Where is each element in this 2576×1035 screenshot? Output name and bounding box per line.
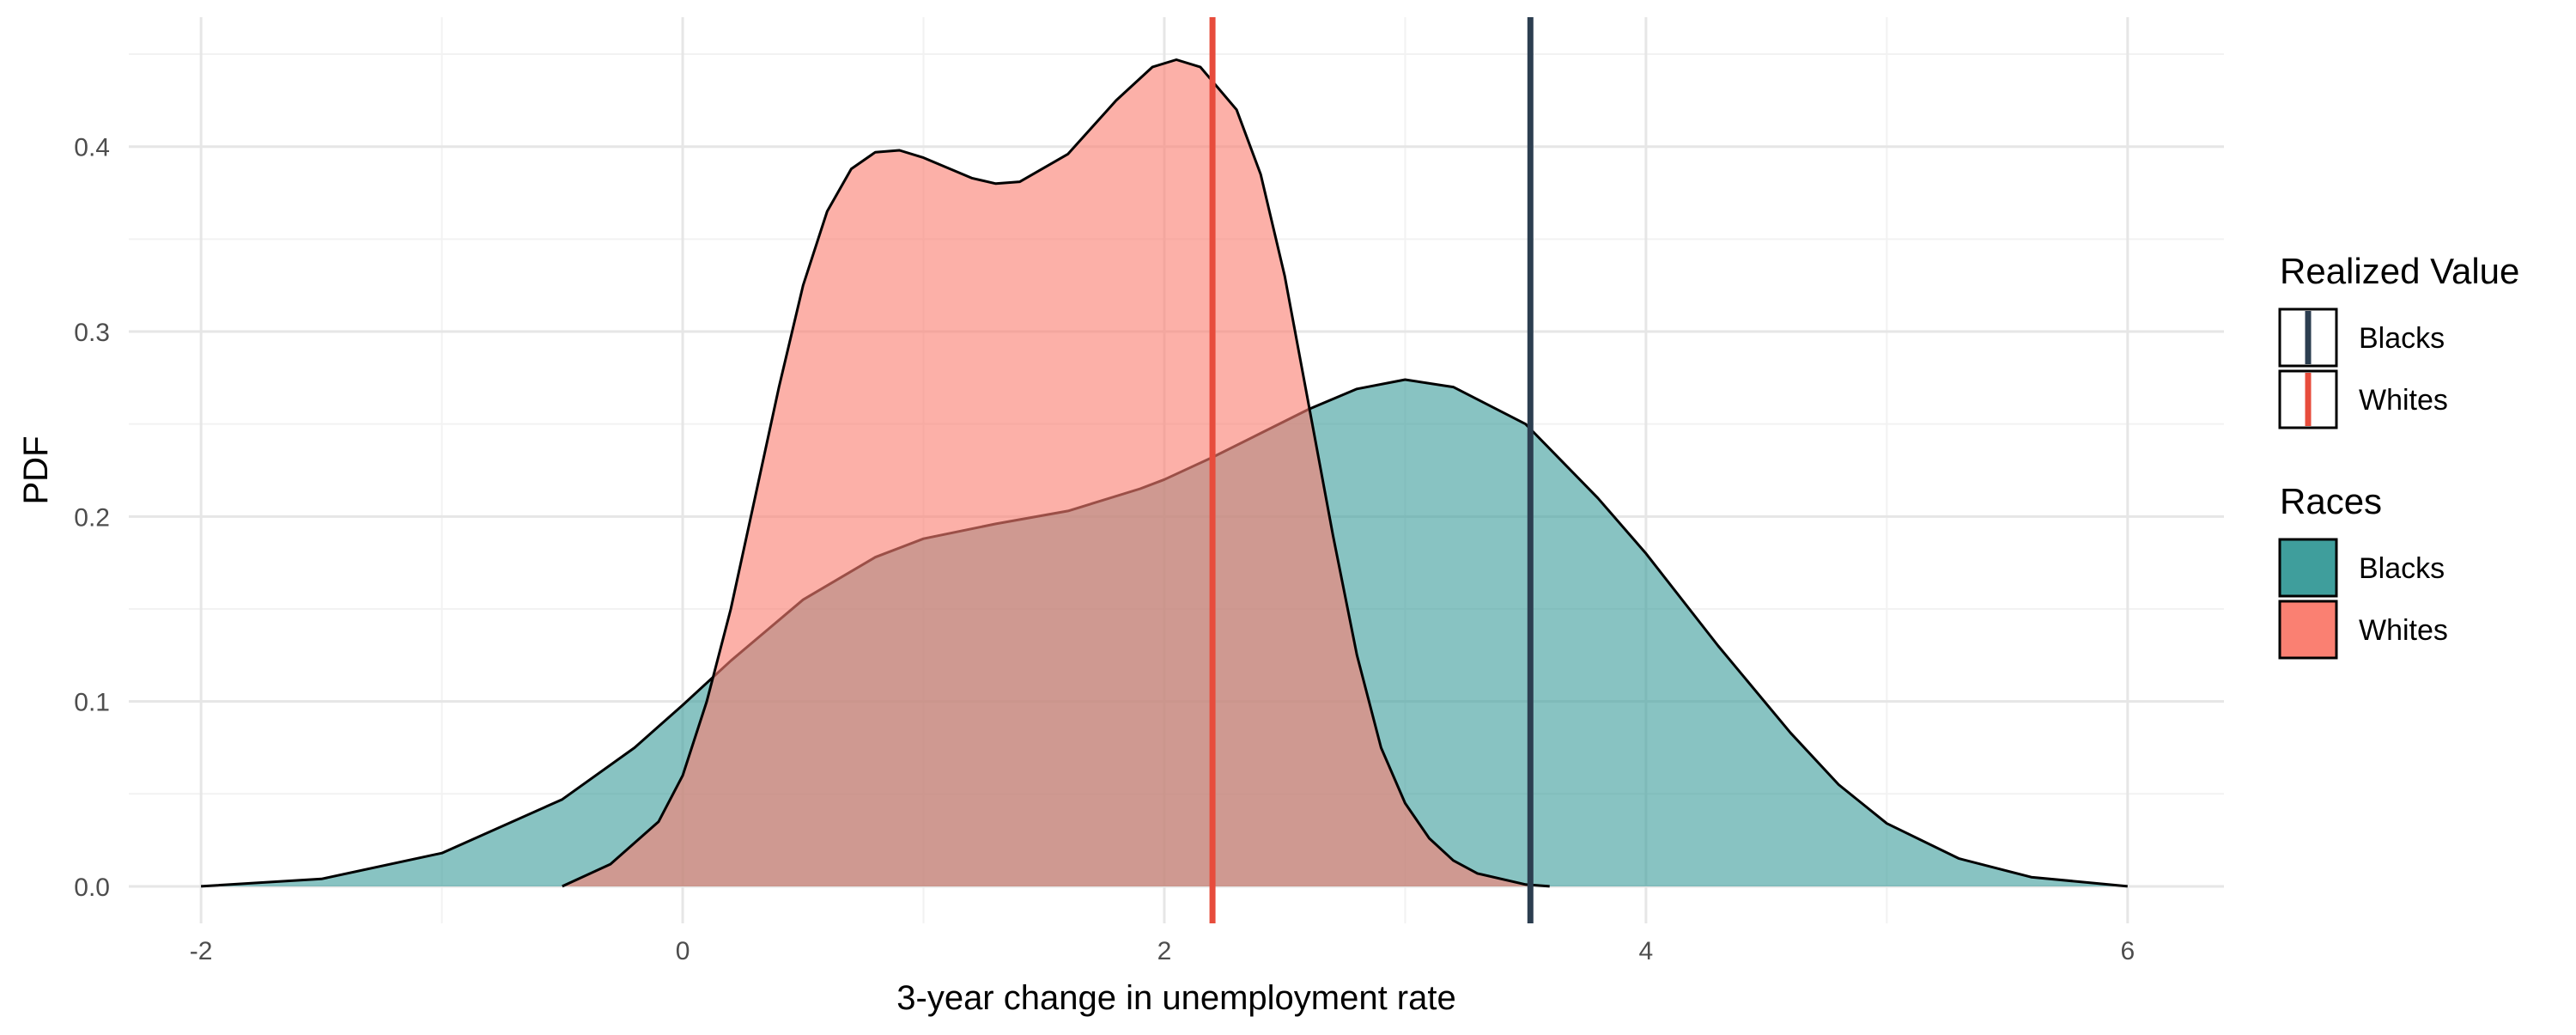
y-tick-label: 0.0 xyxy=(74,874,110,902)
density-area-whites xyxy=(562,59,1550,886)
legend-key-fill xyxy=(2278,538,2338,598)
legend-label: Blacks xyxy=(2359,322,2445,355)
y-tick-label: 0.4 xyxy=(74,134,110,162)
legends: Realized Value Blacks Whites Races Blacks Whi… xyxy=(2278,251,2519,660)
y-tick-label: 0.2 xyxy=(74,503,110,532)
y-axis-title: PDF xyxy=(17,436,55,505)
y-tick-label: 0.1 xyxy=(74,689,110,717)
realized-value-lines xyxy=(1209,17,1534,923)
density-areas xyxy=(201,58,2128,888)
legend-title: Races xyxy=(2280,481,2382,521)
y-tick-label: 0.3 xyxy=(74,319,110,347)
x-tick-label: -2 xyxy=(190,937,213,965)
legend-title: Realized Value xyxy=(2280,251,2519,291)
x-tick-label: 2 xyxy=(1157,937,1172,965)
x-tick-label: 6 xyxy=(2120,937,2135,965)
x-axis-title: 3-year change in unemployment rate xyxy=(896,979,1455,1017)
x-tick-label: 0 xyxy=(676,937,690,965)
axis-ticks: -2 0 2 4 6 0.0 0.1 0.2 0.3 0.4 xyxy=(74,134,2135,965)
legend-label: Whites xyxy=(2359,384,2448,417)
legend-label: Blacks xyxy=(2359,552,2445,585)
legend-label: Whites xyxy=(2359,614,2448,647)
legend-key-fill xyxy=(2278,600,2338,660)
x-tick-label: 4 xyxy=(1639,937,1654,965)
density-outline-whites xyxy=(562,58,1550,888)
